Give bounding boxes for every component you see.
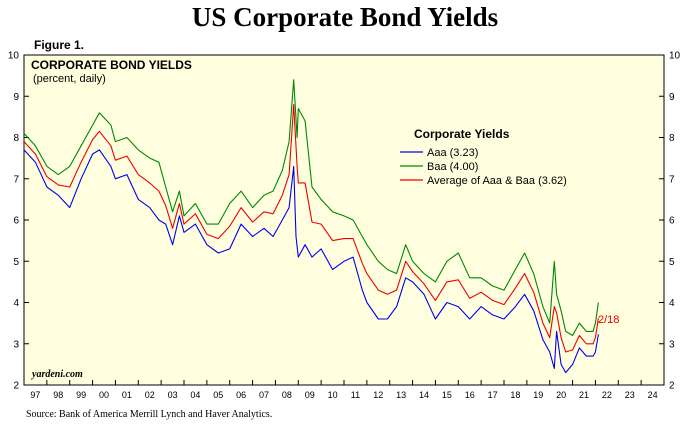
y-tick-label-right: 9 (669, 92, 675, 103)
x-tick-label: 17 (488, 390, 498, 400)
y-tick-label-left: 9 (13, 92, 19, 103)
latest-date-label: 2/18 (598, 314, 619, 326)
y-tick-label-left: 10 (8, 51, 20, 62)
x-tick-label: 12 (373, 390, 383, 400)
x-tick-label: 15 (442, 390, 452, 400)
y-tick-label-right: 2 (669, 381, 675, 392)
series-lines (23, 79, 599, 374)
x-tick-label: 10 (328, 390, 338, 400)
y-tick-label-right: 7 (669, 174, 675, 185)
x-tick-label: 24 (648, 390, 658, 400)
y-tick-label-right: 5 (669, 257, 675, 268)
x-tick-label: 19 (533, 390, 543, 400)
y-tick-label-left: 6 (13, 216, 19, 227)
x-tick-label: 16 (465, 390, 475, 400)
chart-subtitle: (percent, daily) (33, 73, 106, 85)
figure-label: Figure 1. (34, 38, 85, 52)
legend: Corporate Yields Aaa (3.23) Baa (4.00) A… (400, 127, 567, 187)
x-tick-label: 97 (30, 390, 40, 400)
x-tick-label: 02 (145, 390, 155, 400)
x-tick-label: 20 (556, 390, 566, 400)
legend-entry-average: Average of Aaa & Baa (3.62) (427, 175, 567, 187)
source-note: Source: Bank of America Merrill Lynch an… (26, 409, 273, 420)
legend-title: Corporate Yields (414, 127, 510, 141)
y-tick-label-left: 4 (13, 298, 19, 309)
series-line-baa (23, 79, 599, 337)
x-tick-label: 05 (213, 390, 223, 400)
x-tick-label: 04 (190, 390, 200, 400)
page-title: US Corporate Bond Yields (191, 2, 499, 32)
y-tick-label-left: 8 (13, 133, 19, 144)
x-tick-label: 18 (510, 390, 520, 400)
y-tick-label-right: 10 (669, 51, 681, 62)
x-tick-label: 08 (282, 390, 292, 400)
y-tick-label-right: 8 (669, 133, 675, 144)
y-tick-label-left: 7 (13, 174, 19, 185)
x-tick-label: 00 (99, 390, 109, 400)
y-tick-label-right: 6 (669, 216, 675, 227)
x-tick-label: 14 (419, 390, 429, 400)
x-tick-label: 98 (53, 390, 63, 400)
y-tick-label-left: 2 (13, 381, 19, 392)
series-line-aaa (23, 149, 599, 374)
x-tick-label: 13 (396, 390, 406, 400)
x-tick-label: 07 (259, 390, 269, 400)
x-tick-label: 23 (625, 390, 635, 400)
x-tick-label: 01 (122, 390, 132, 400)
plot-area (23, 54, 665, 386)
x-tick-label: 22 (602, 390, 612, 400)
y-tick-label-left: 5 (13, 257, 19, 268)
x-tick-label: 21 (579, 390, 589, 400)
x-tick-label: 03 (168, 390, 178, 400)
y-tick-label-right: 3 (669, 339, 675, 350)
x-tick-label: 06 (236, 390, 246, 400)
x-tick-label: 09 (305, 390, 315, 400)
y-tick-label-left: 3 (13, 339, 19, 350)
legend-entry-baa: Baa (4.00) (427, 161, 478, 173)
y-tick-label-right: 4 (669, 298, 675, 309)
legend-entry-aaa: Aaa (3.23) (427, 147, 478, 159)
watermark: yardeni.com (31, 369, 83, 380)
series-line-average (23, 103, 599, 353)
chart-title: CORPORATE BOND YIELDS (31, 58, 192, 72)
x-tick-label: 99 (76, 390, 86, 400)
x-tick-label: 11 (351, 390, 360, 400)
